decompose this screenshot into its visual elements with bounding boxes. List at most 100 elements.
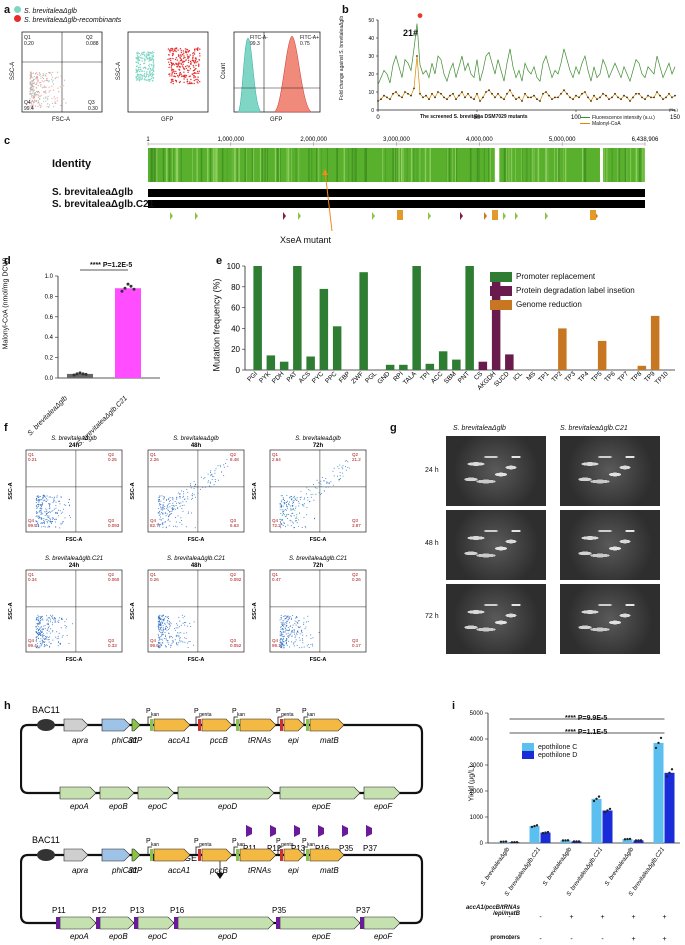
quadrant-label: Q2 xyxy=(352,452,359,457)
scatter-point xyxy=(61,618,63,620)
gene-epof xyxy=(363,916,401,930)
scatter-point xyxy=(59,500,60,502)
scatter-point xyxy=(137,78,139,81)
scatter-point xyxy=(162,629,164,631)
scatter-point xyxy=(135,61,138,63)
scatter-point xyxy=(57,635,59,637)
identity-variation xyxy=(207,148,209,182)
part-icon-p13 xyxy=(294,825,300,837)
scatter-point xyxy=(159,645,161,647)
scatter-point xyxy=(44,636,46,637)
scatter-point xyxy=(31,84,33,86)
identity-variation xyxy=(537,148,540,182)
scatter-point xyxy=(165,616,167,618)
scatter-point xyxy=(55,76,57,79)
bar-epothilone-c xyxy=(653,742,664,843)
scatter-point xyxy=(168,624,170,625)
scatter-point xyxy=(148,79,150,81)
scatter-point xyxy=(171,640,173,642)
scatter-point xyxy=(167,616,169,617)
scatter-point xyxy=(286,622,288,624)
scatter-point xyxy=(289,519,291,521)
scatter-point xyxy=(180,54,182,56)
scatter-point xyxy=(158,635,159,637)
data-point xyxy=(518,96,520,99)
gene-epob xyxy=(99,916,135,930)
scatter-point xyxy=(50,511,52,513)
i-row2-label: promoters xyxy=(490,935,520,941)
scatter-point xyxy=(175,57,178,59)
scatter-point xyxy=(55,636,57,638)
bar-1 xyxy=(67,373,93,378)
scatter-point xyxy=(37,521,39,523)
scatter-point xyxy=(48,86,50,88)
scatter-point xyxy=(40,645,42,647)
ruler-tick-label: 3,000,000 xyxy=(383,137,410,143)
a3-label-neg: FITC-A- 99.3 xyxy=(250,35,268,47)
scatter-point xyxy=(142,51,145,53)
scatter-point xyxy=(165,628,167,630)
scatter-point xyxy=(295,498,297,500)
scatter-point xyxy=(62,521,64,523)
flow-plot-frame xyxy=(269,449,367,533)
scatter-point xyxy=(286,615,288,617)
bar-zwf xyxy=(359,272,368,370)
scatter-point xyxy=(210,470,212,472)
scatter-point xyxy=(181,61,184,63)
data-point xyxy=(639,839,643,842)
scatter-point xyxy=(196,70,199,73)
scatter-point xyxy=(158,629,160,631)
scatter-point xyxy=(281,628,283,630)
scatter-point xyxy=(161,615,163,617)
quadrant-label: Q3 xyxy=(230,638,237,643)
scatter-point xyxy=(279,641,281,643)
scatter-point xyxy=(158,500,160,501)
terminator-marker xyxy=(236,849,239,861)
scatter-point xyxy=(54,101,56,103)
a2-ylabel: SSC-A xyxy=(116,61,123,81)
scatter-point xyxy=(53,518,55,520)
identity-variation xyxy=(606,148,608,182)
scatter-point xyxy=(34,78,36,80)
scatter-point xyxy=(161,634,163,636)
scatter-point xyxy=(186,50,188,53)
identity-variation xyxy=(216,148,217,182)
scatter-point xyxy=(158,511,160,513)
scatter-point xyxy=(42,629,44,630)
scatter-point xyxy=(295,635,297,637)
identity-variation xyxy=(494,148,496,182)
scatter-point xyxy=(214,479,216,480)
scatter-point xyxy=(190,63,192,66)
scatter-point xyxy=(40,85,42,87)
y-tick-label: 100 xyxy=(227,262,241,271)
scatter-point xyxy=(152,59,155,62)
scatter-point xyxy=(296,517,298,519)
scatter-point xyxy=(51,523,52,524)
scatter-point xyxy=(60,496,62,498)
scatter-point xyxy=(223,475,225,477)
scatter-point xyxy=(45,508,47,510)
scatter-point xyxy=(50,74,53,76)
scatter-point xyxy=(149,53,151,55)
scatter-point xyxy=(171,49,173,51)
scatter-point xyxy=(279,640,281,642)
scatter-point xyxy=(345,469,347,471)
scatter-point xyxy=(187,55,189,58)
identity-gap xyxy=(495,148,499,182)
quadrant-label: Q1 xyxy=(150,572,157,577)
scatter-point xyxy=(192,75,195,77)
identity-variation xyxy=(311,148,313,182)
data-point xyxy=(554,96,556,99)
data-point xyxy=(443,96,445,99)
scatter-point xyxy=(46,619,48,621)
scatter-point xyxy=(288,636,289,638)
scatter-point xyxy=(33,92,35,94)
scatter-point xyxy=(299,512,301,514)
bar-tala xyxy=(412,266,421,370)
identity-variation xyxy=(448,148,451,182)
gene-label-epoc: epoC xyxy=(148,932,167,941)
scatter-point xyxy=(175,81,178,83)
scatter-point xyxy=(183,498,185,500)
scatter-point xyxy=(172,508,173,510)
row2-sign: - xyxy=(601,936,604,943)
